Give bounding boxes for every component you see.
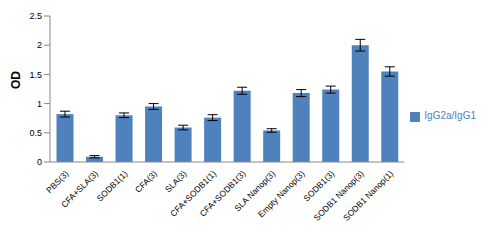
svg-text:Empty Nanop(3): Empty Nanop(3) (256, 168, 307, 219)
svg-text:0: 0 (37, 157, 42, 167)
svg-text:SLA(3): SLA(3) (163, 169, 189, 195)
svg-text:SLA Nanop(3): SLA Nanop(3) (232, 168, 278, 214)
svg-text:0.5: 0.5 (29, 128, 42, 138)
svg-text:PBS(3): PBS(3) (44, 168, 71, 195)
svg-text:2: 2 (37, 40, 42, 50)
svg-text:2.5: 2.5 (29, 11, 42, 21)
svg-text:SODB1 Nanop(1): SODB1 Nanop(1) (341, 168, 395, 222)
svg-text:OD: OD (9, 71, 23, 89)
svg-text:SODB1(3): SODB1(3) (301, 168, 337, 204)
svg-text:CFA+SODB1(1): CFA+SODB1(1) (168, 168, 219, 219)
svg-text:CFA+SLA(3): CFA+SLA(3) (59, 168, 100, 209)
svg-text:CFA+SODB1(3): CFA+SODB1(3) (197, 168, 248, 219)
svg-text:SODB1(1): SODB1(1) (95, 169, 130, 204)
svg-text:CFA(3): CFA(3) (133, 168, 159, 194)
svg-text:1.5: 1.5 (29, 70, 42, 80)
svg-text:SODB1 Nanop(3): SODB1 Nanop(3) (312, 168, 366, 222)
svg-text:1: 1 (37, 99, 42, 109)
html-text:IgG2a/IgG1: IgG2a/IgG1 (424, 110, 476, 122)
